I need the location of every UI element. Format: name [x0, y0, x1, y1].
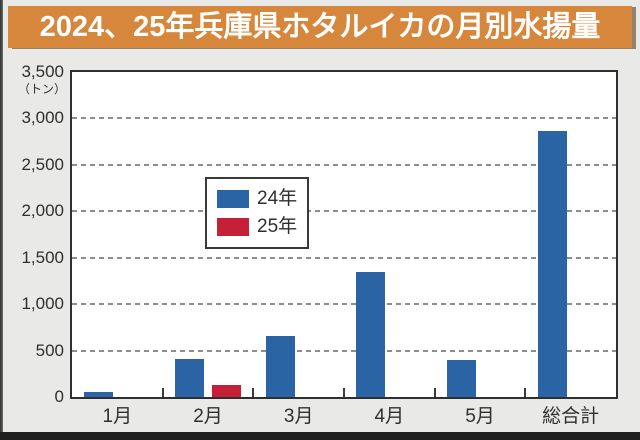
left-frame-edge: [0, 0, 3, 440]
bar-24年-4月: [356, 271, 386, 397]
gridline-500: [72, 349, 616, 352]
y-axis-label: 1,500: [21, 247, 64, 267]
x-axis-tick: [524, 388, 527, 397]
chart-plot-inner: [72, 72, 616, 397]
chart-plot-area: 24年 25年: [70, 70, 618, 399]
x-axis-tick: [433, 388, 436, 397]
bar-25年-2月: [212, 384, 241, 397]
bar-24年-3月: [265, 335, 295, 397]
legend-swatch-icon: [217, 190, 249, 208]
x-axis-label: 4月: [374, 406, 405, 427]
y-axis-label: 500: [35, 340, 64, 360]
legend-swatch-icon: [217, 218, 249, 236]
legend-label: 24年: [257, 188, 298, 209]
gridline-2500: [72, 163, 616, 166]
legend-item-24年: 24年: [217, 189, 307, 209]
chart-legend: 24年 25年: [205, 177, 309, 249]
x-axis-label: 2月: [193, 406, 223, 427]
page-title: 2024、25年兵庫県ホタルイカの月別水揚量: [39, 10, 601, 43]
gridline-1000: [72, 303, 616, 306]
y-axis-label: 3,000: [21, 108, 64, 128]
x-axis-tick: [343, 388, 345, 397]
bottom-frame-edge: [0, 432, 640, 440]
y-axis-label: 3,500: [21, 62, 64, 81]
title-banner: 2024、25年兵庫県ホタルイカの月別水揚量: [8, 6, 632, 48]
y-axis-unit-label: （トン）: [17, 82, 66, 96]
gridline-1500: [72, 256, 616, 259]
x-axis-tick: [161, 388, 164, 397]
gridline-3000: [72, 117, 616, 120]
bar-24年-総合計: [537, 130, 567, 397]
x-axis-tick: [252, 388, 255, 397]
gridline-2000: [72, 210, 616, 213]
x-axis-label: 総合計: [542, 406, 600, 427]
legend-label: 25年: [257, 216, 298, 237]
bar-24年-5月: [447, 359, 476, 397]
x-axis-label: 1月: [102, 406, 133, 427]
x-axis-label: 5月: [465, 406, 495, 427]
y-axis-label: 2,500: [21, 154, 64, 174]
legend-item-25年: 25年: [217, 217, 307, 237]
bar-24年-1月: [84, 392, 114, 397]
y-axis-label: 1,000: [21, 294, 64, 314]
bar-24年-2月: [175, 358, 204, 397]
y-axis-label: 0: [54, 387, 64, 406]
y-axis-label: 2,000: [21, 201, 64, 221]
x-axis-label: 3月: [283, 406, 314, 427]
